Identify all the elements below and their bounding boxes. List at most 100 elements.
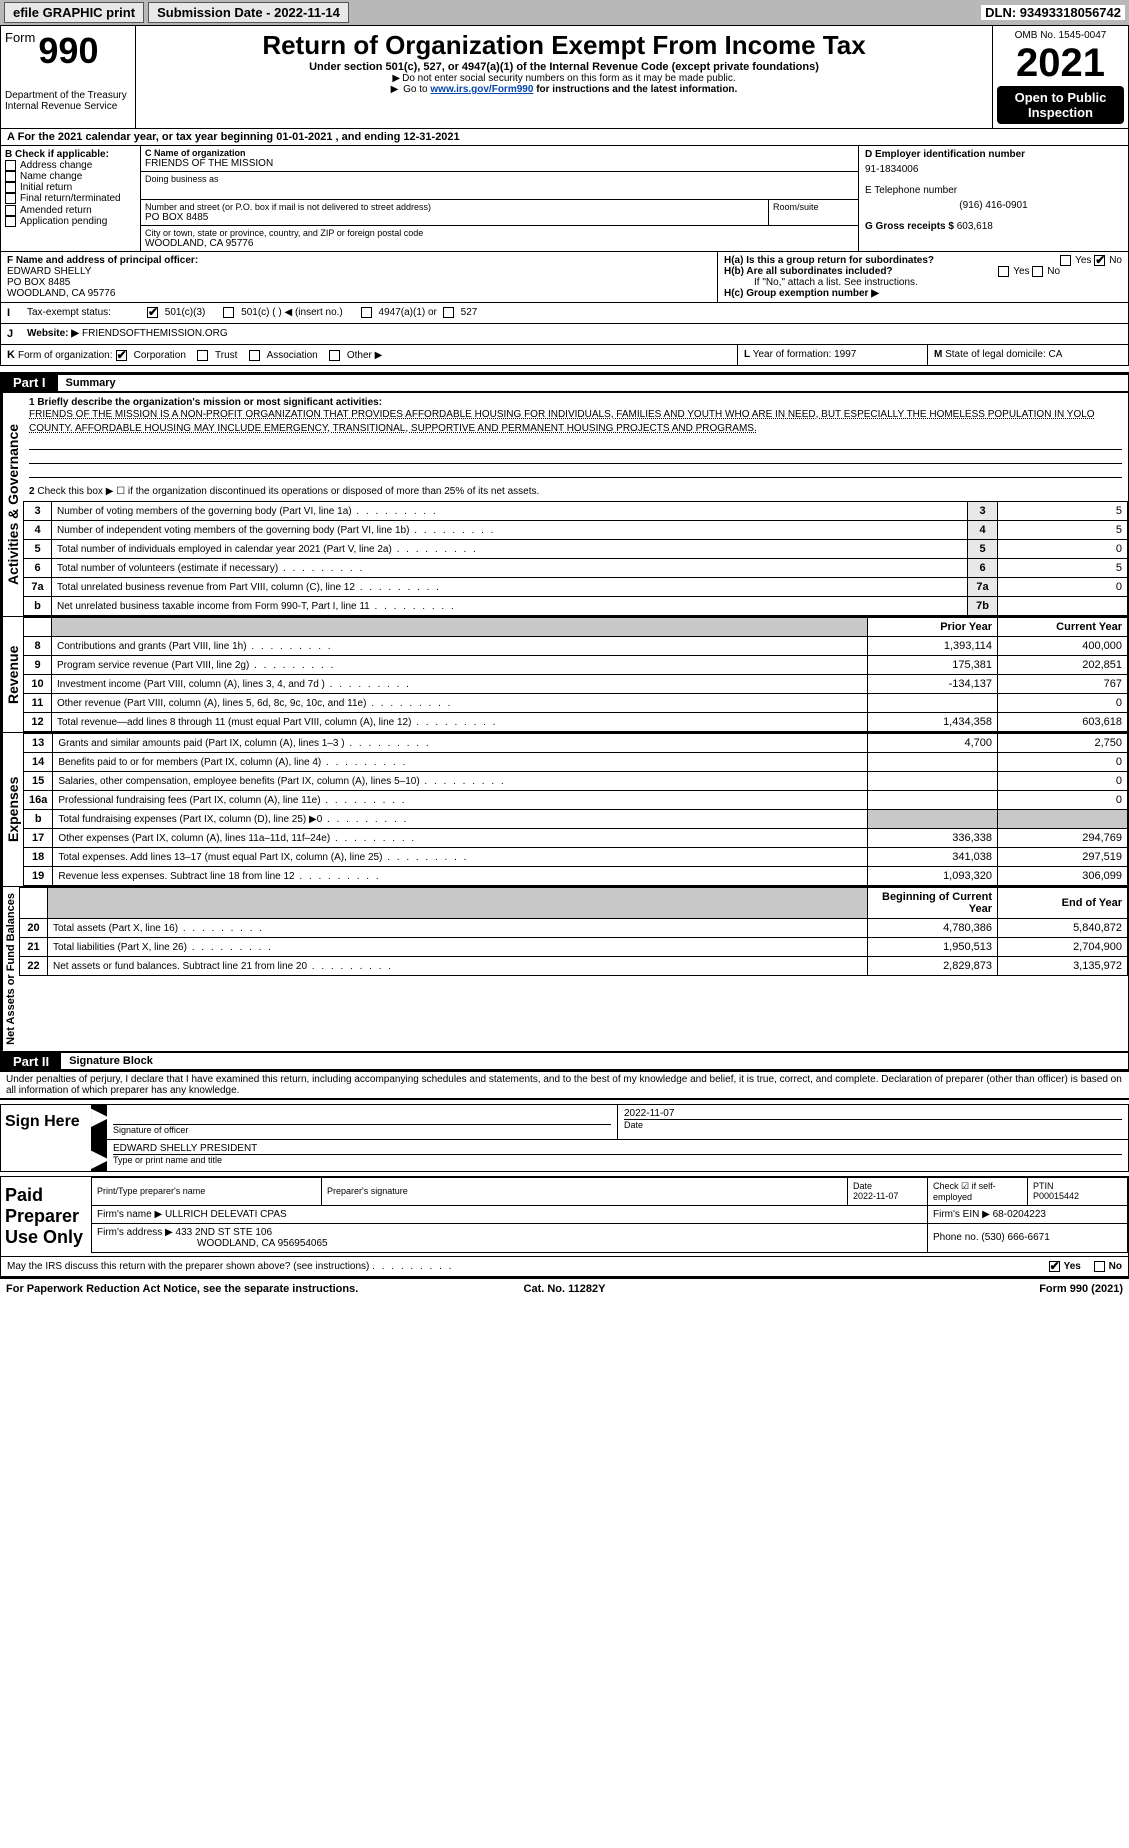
f-label: F Name and address of principal officer: bbox=[7, 255, 711, 266]
prep-name-hdr: Print/Type preparer's name bbox=[92, 1177, 322, 1205]
k-assoc[interactable] bbox=[249, 350, 260, 361]
subtitle-2: Do not enter social security numbers on … bbox=[144, 73, 984, 84]
b-item-1: Name change bbox=[20, 171, 82, 182]
gov-table: 3Number of voting members of the governi… bbox=[23, 501, 1128, 616]
city-label: City or town, state or province, country… bbox=[145, 228, 854, 238]
firm-ein-label: Firm's EIN ▶ bbox=[933, 1209, 990, 1220]
section-b: B Check if applicable: Address change Na… bbox=[1, 146, 141, 251]
k-other[interactable] bbox=[329, 350, 340, 361]
chk-amended[interactable] bbox=[5, 205, 16, 216]
i-501c3[interactable] bbox=[147, 307, 158, 318]
table-row: 11Other revenue (Part VIII, column (A), … bbox=[24, 694, 1128, 713]
hdr-begin: Beginning of Current Year bbox=[868, 888, 998, 919]
chk-address[interactable] bbox=[5, 160, 16, 171]
revenue-section: Revenue Prior Year Current Year 8Contrib… bbox=[0, 617, 1129, 733]
efile-print-btn[interactable]: efile GRAPHIC print bbox=[4, 2, 144, 23]
hb-no-lbl: No bbox=[1047, 266, 1060, 277]
page-footer: For Paperwork Reduction Act Notice, see … bbox=[0, 1279, 1129, 1299]
dba-label: Doing business as bbox=[145, 174, 854, 184]
table-row: 8Contributions and grants (Part VIII, li… bbox=[24, 637, 1128, 656]
a-pre: For the 2021 calendar year, or tax year … bbox=[18, 131, 277, 143]
rev-table: Prior Year Current Year 8Contributions a… bbox=[23, 617, 1128, 732]
l-label: Year of formation: bbox=[753, 349, 832, 360]
firm-phone: (530) 666-6671 bbox=[981, 1232, 1049, 1243]
chk-final[interactable] bbox=[5, 193, 16, 204]
ha-label: H(a) Is this a group return for subordin… bbox=[724, 255, 934, 266]
k-label: Form of organization: bbox=[18, 350, 113, 361]
k-opt-3: Other ▶ bbox=[347, 350, 382, 361]
table-row: 21Total liabilities (Part X, line 26)1,9… bbox=[20, 938, 1128, 957]
part1-header: Part I Summary bbox=[0, 372, 1129, 393]
table-row: 22Net assets or fund balances. Subtract … bbox=[20, 957, 1128, 976]
part2-header: Part II Signature Block bbox=[0, 1052, 1129, 1072]
ha-yes[interactable] bbox=[1060, 255, 1071, 266]
bcd-block: B Check if applicable: Address change Na… bbox=[0, 146, 1129, 252]
table-row: 5Total number of individuals employed in… bbox=[24, 540, 1128, 559]
i-501c[interactable] bbox=[223, 307, 234, 318]
subtitle-1: Under section 501(c), 527, or 4947(a)(1)… bbox=[144, 61, 984, 73]
sub3-pre: Go to bbox=[403, 84, 430, 95]
dln-label: DLN: 93493318056742 bbox=[981, 5, 1125, 20]
footer-center: Cat. No. 11282Y bbox=[378, 1283, 750, 1295]
chk-namechange[interactable] bbox=[5, 171, 16, 182]
table-row: 19Revenue less expenses. Subtract line 1… bbox=[24, 867, 1128, 886]
hdr-end: End of Year bbox=[998, 888, 1128, 919]
penalty-text: Under penalties of perjury, I declare th… bbox=[0, 1072, 1129, 1098]
chk-initial[interactable] bbox=[5, 182, 16, 193]
discuss-yes-lbl: Yes bbox=[1064, 1261, 1081, 1272]
sign-arrow-icon: ▶ bbox=[91, 1105, 107, 1129]
table-row: 17Other expenses (Part IX, column (A), l… bbox=[24, 829, 1128, 848]
subtitle-3: Go to www.irs.gov/Form990 for instructio… bbox=[144, 84, 984, 95]
section-c: C Name of organization FRIENDS OF THE MI… bbox=[141, 146, 858, 251]
a-mid: , and ending bbox=[336, 131, 404, 143]
footer-left: For Paperwork Reduction Act Notice, see … bbox=[6, 1283, 378, 1295]
discuss-no[interactable] bbox=[1094, 1261, 1105, 1272]
form-header: Form 990 Department of the Treasury Inte… bbox=[0, 25, 1129, 129]
table-row: 3Number of voting members of the governi… bbox=[24, 502, 1128, 521]
discuss-yes[interactable] bbox=[1049, 1261, 1060, 1272]
footer-right: Form 990 (2021) bbox=[751, 1283, 1123, 1295]
form-number: 990 bbox=[38, 30, 98, 71]
g-label: G Gross receipts $ bbox=[865, 221, 954, 232]
k-opt-1: Trust bbox=[215, 350, 237, 361]
discuss-no-lbl: No bbox=[1109, 1261, 1122, 1272]
dept-treasury: Department of the Treasury bbox=[5, 90, 131, 101]
table-row: bNet unrelated business taxable income f… bbox=[24, 597, 1128, 616]
k-trust[interactable] bbox=[197, 350, 208, 361]
city-value: WOODLAND, CA 95776 bbox=[145, 238, 854, 249]
prep-date-hdr: Date bbox=[853, 1181, 872, 1191]
tax-year: 2021 bbox=[997, 41, 1124, 86]
chk-pending[interactable] bbox=[5, 216, 16, 227]
submission-date-btn[interactable]: Submission Date - 2022-11-14 bbox=[148, 2, 349, 23]
self-emp-hdr: Check ☑ if self-employed bbox=[928, 1177, 1028, 1205]
line-i: I Tax-exempt status: 501(c)(3) 501(c) ( … bbox=[0, 303, 1129, 324]
hdr-prior: Prior Year bbox=[868, 618, 998, 637]
tab-revenue: Revenue bbox=[1, 617, 23, 732]
j-label: Website: ▶ bbox=[27, 328, 79, 340]
ha-no[interactable] bbox=[1094, 255, 1105, 266]
tab-expenses: Expenses bbox=[1, 733, 23, 886]
firm-ein: 68-0204223 bbox=[993, 1209, 1046, 1220]
tab-netassets: Net Assets or Fund Balances bbox=[1, 887, 19, 1051]
hb-yes[interactable] bbox=[998, 266, 1009, 277]
sub3-post: for instructions and the latest informat… bbox=[536, 84, 737, 95]
form990-link[interactable]: www.irs.gov/Form990 bbox=[430, 84, 533, 95]
i-label: Tax-exempt status: bbox=[27, 307, 147, 319]
i-527[interactable] bbox=[443, 307, 454, 318]
firm-label: Firm's name ▶ bbox=[97, 1209, 162, 1220]
sig-officer-label: Signature of officer bbox=[113, 1124, 611, 1135]
ha-yes-lbl: Yes bbox=[1075, 255, 1091, 266]
part1-name: Summary bbox=[58, 375, 1128, 391]
omb-number: OMB No. 1545-0047 bbox=[997, 30, 1124, 41]
ptin-value: P00015442 bbox=[1033, 1191, 1079, 1201]
b-item-0: Address change bbox=[20, 160, 92, 171]
k-corp[interactable] bbox=[116, 350, 127, 361]
hb-yes-lbl: Yes bbox=[1013, 266, 1029, 277]
sign-date: 2022-11-07 bbox=[624, 1108, 1122, 1119]
state-domicile: CA bbox=[1049, 349, 1063, 360]
irs-label: Internal Revenue Service bbox=[5, 101, 131, 112]
firm-addr2: WOODLAND, CA 956954065 bbox=[97, 1238, 328, 1249]
hb-label: H(b) Are all subordinates included? bbox=[724, 266, 893, 277]
i-4947[interactable] bbox=[361, 307, 372, 318]
hb-no[interactable] bbox=[1032, 266, 1043, 277]
